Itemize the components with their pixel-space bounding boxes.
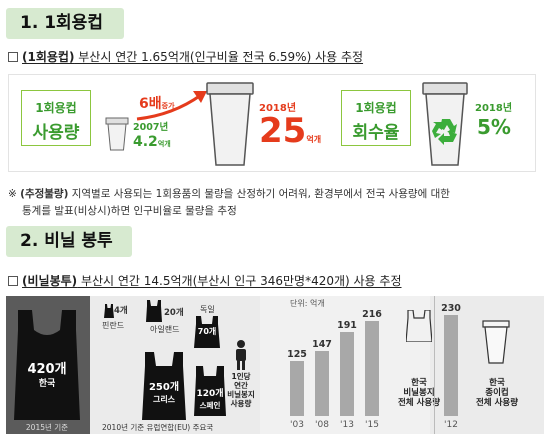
checkbox-icon — [8, 276, 18, 286]
small-cup-icon — [105, 117, 129, 151]
chart-year-label: '03 — [290, 420, 304, 430]
section1-title: 1. 1회용컵 — [6, 8, 124, 39]
korea-footer: 2015년 기준 — [25, 423, 69, 432]
outline-bag-icon — [406, 310, 432, 342]
ireland-label: 아일랜드 — [150, 325, 180, 334]
recovery-value: 5% — [477, 115, 511, 139]
spain-count: 120개 — [196, 389, 224, 399]
chart-bar — [290, 361, 304, 416]
korea-bag-total-caption: 한국 비닐봉지 전체 사용량 — [397, 378, 441, 408]
cup-usage-box: 1회용컵 사용량 — [21, 90, 91, 146]
chart-year-label: '08 — [315, 420, 329, 430]
divider — [434, 296, 435, 434]
eu-footer: 2010년 기준 유럽연합(EU) 주요국 — [102, 423, 214, 432]
person-icon — [236, 340, 246, 370]
cup-infographic: 1회용컵 사용량 2007년 4.2억개 6배증가 2018년 25억개 1회용… — [8, 74, 536, 172]
section2-title: 2. 비닐 봉투 — [6, 226, 132, 257]
growth-number: 6배 — [139, 96, 162, 112]
paper-cup-icon — [482, 320, 510, 364]
value-2018: 25억개 — [259, 113, 321, 149]
chart-bar — [444, 314, 458, 416]
greece-count: 250개 — [148, 382, 180, 393]
chart-value-label: 230 — [441, 302, 461, 314]
chart-year-label: '15 — [365, 420, 379, 430]
section2-summary: (비닐봉투) 부산시 연간 14.5억개(부산시 인구 346만명*420개) … — [8, 272, 402, 289]
note-line2: 통계를 발표(비상시)하면 인구비율로 물량을 추정 — [22, 205, 237, 217]
note-line1: ※ (추정불량) 지역별로 사용되는 1회용품의 물량을 산정하기 어려워, 환… — [8, 186, 450, 201]
section1-summary-label: (1회용컵) — [22, 50, 75, 64]
finland-count: 4개 — [114, 306, 128, 316]
per-person-caption: 1인당 연간 비닐봉지 사용량 — [227, 372, 255, 408]
chart-value-label: 147 — [312, 339, 332, 351]
cup-recovery-box-line2: 회수율 — [352, 123, 400, 143]
korea-count: 420개 — [27, 362, 67, 377]
section2-summary-text: 부산시 연간 14.5억개(부산시 인구 346만명*420개) 사용 추정 — [77, 274, 402, 288]
section1-summary-text: 부산시 연간 1.65억개(인구비율 전국 6.59%) 사용 추정 — [74, 50, 364, 64]
value-2007-number: 4.2 — [133, 134, 158, 150]
note-line1-text: 지역별로 사용되는 1회용품의 물량을 산정하기 어려워, 환경부에서 전국 사… — [68, 188, 450, 200]
finland-label: 핀란드 — [102, 321, 125, 330]
value-2018-number: 25 — [259, 111, 307, 151]
plastic-bag-infographic: 420개 한국 2015년 기준 4개 핀란드 20개 아일랜드 독일 70개 … — [6, 296, 544, 434]
spain-label: 스페인 — [199, 401, 221, 410]
finland-bag-icon — [104, 304, 114, 318]
chart-bar — [315, 351, 329, 416]
chart-value-label: 125 — [287, 349, 307, 360]
section2-summary-label: (비닐봉투) — [22, 274, 78, 288]
greece-bag-icon — [142, 352, 186, 420]
growth-label: 6배증가 — [139, 93, 175, 113]
cup-usage-box-line2: 사용량 — [32, 123, 80, 143]
year-2018: 2018년 — [259, 103, 297, 114]
germany-label: 독일 — [200, 305, 215, 314]
chart-year-label: '12 — [444, 420, 458, 430]
ireland-bag-icon — [146, 300, 162, 322]
chart-bar — [365, 320, 379, 416]
note-prefix: ※ — [8, 188, 21, 200]
germany-bag-icon — [194, 316, 220, 348]
germany-count: 70개 — [197, 327, 217, 336]
korea-cup-total-caption: 한국 종이컵 전체 사용량 — [475, 378, 519, 408]
recovery-year: 2018년 — [475, 103, 513, 114]
growth-arrow-icon — [136, 91, 207, 121]
spain-bag-icon — [194, 366, 226, 416]
chart-year-label: '13 — [340, 420, 354, 430]
chart-unit-label: 단위: 억개 — [290, 299, 325, 308]
value-2018-unit: 억개 — [306, 135, 322, 144]
cup-recovery-box-line1: 1회용컵 — [355, 101, 397, 115]
korea-label: 한국 — [38, 379, 56, 389]
note-bold: (추정불량) — [20, 188, 69, 200]
growth-unit: 증가 — [161, 102, 175, 110]
large-cup-icon — [206, 82, 254, 166]
section1-summary: (1회용컵) 부산시 연간 1.65억개(인구비율 전국 6.59%) 사용 추… — [8, 48, 363, 65]
ireland-count: 20개 — [164, 308, 184, 318]
chart-bar — [340, 331, 354, 416]
korea-bag-icon — [14, 310, 80, 420]
chart-value-label: 191 — [337, 319, 357, 331]
checkbox-icon — [8, 52, 18, 62]
value-2007: 4.2억개 — [133, 131, 171, 150]
recycle-cup-icon — [422, 82, 468, 166]
cup-usage-box-line1: 1회용컵 — [35, 101, 77, 115]
greece-label: 그리스 — [152, 395, 176, 404]
year-2007: 2007년 — [133, 122, 169, 133]
chart-value-label: 216 — [362, 308, 382, 320]
cup-recovery-box: 1회용컵 회수율 — [341, 90, 411, 146]
value-2007-unit: 억개 — [157, 140, 171, 148]
